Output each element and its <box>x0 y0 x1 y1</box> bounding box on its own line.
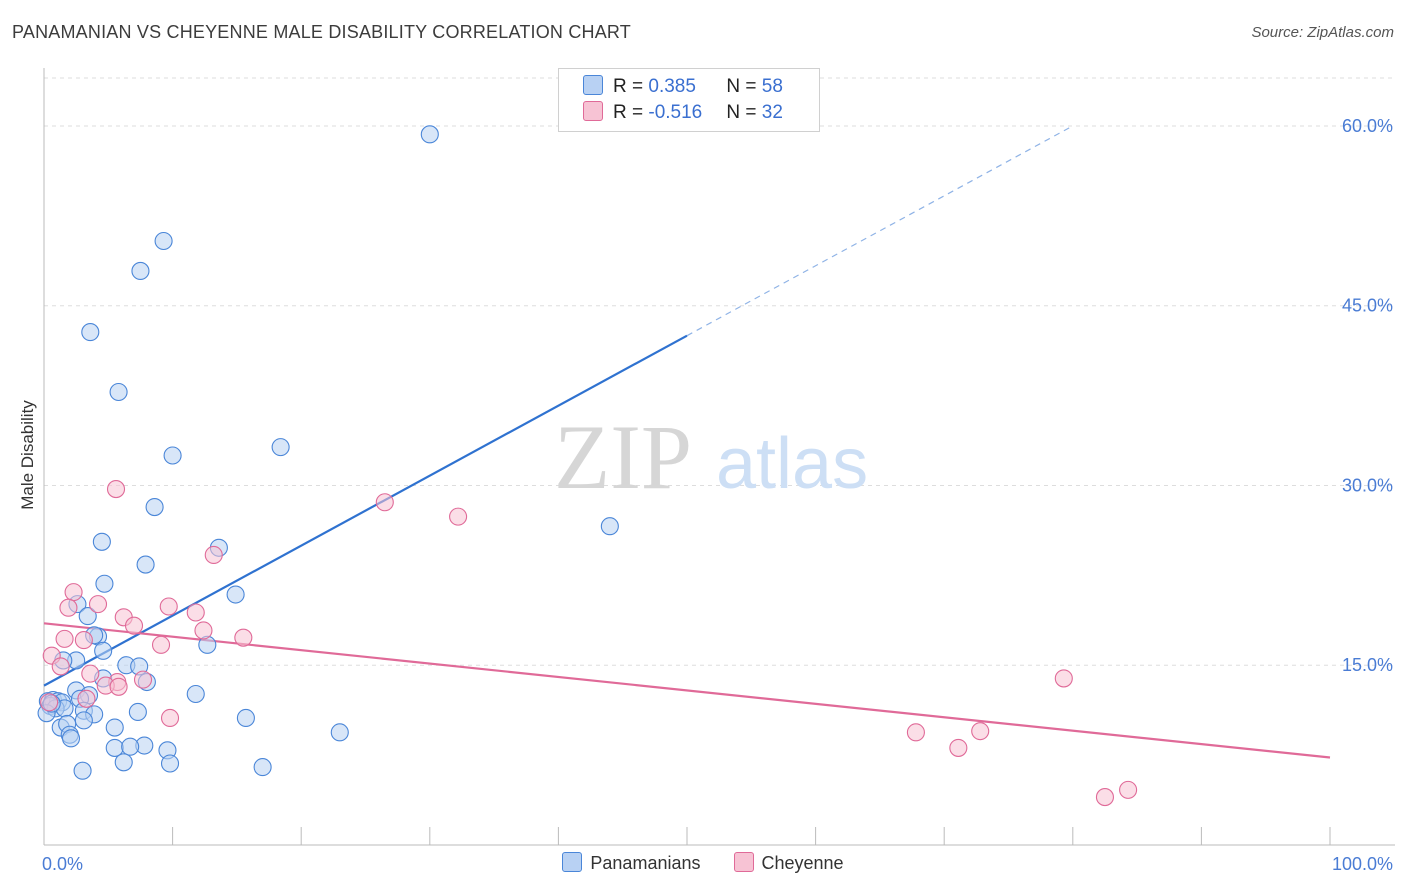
point-panamanians <box>145 497 164 517</box>
point-cheyenne <box>375 493 394 512</box>
point-panamanians <box>121 737 140 756</box>
legend-r-value: -0.516 <box>648 102 703 123</box>
trend-line-panamanians-extension <box>686 125 1074 337</box>
bottom-legend-label: Cheyenne <box>761 853 844 873</box>
point-cheyenne <box>81 664 100 683</box>
trend-line-panamanians <box>43 334 688 687</box>
axes <box>43 68 1395 846</box>
tick-labels: 15.0% 30.0% 45.0% 60.0% 0.0% 100.0% <box>42 116 1393 874</box>
legend-row-cheyenne: R = -0.516 N = 32 <box>583 101 783 127</box>
point-panamanians <box>131 261 150 280</box>
trend-line-cheyenne <box>43 622 1331 759</box>
legend-swatch-pink <box>583 101 603 121</box>
point-panamanians <box>160 754 180 773</box>
point-cheyenne <box>160 708 180 728</box>
point-panamanians <box>236 708 255 728</box>
y-tick-label: 60.0% <box>1342 116 1393 136</box>
point-panamanians <box>226 585 245 604</box>
point-cheyenne <box>906 723 925 742</box>
y-tick-label: 45.0% <box>1342 296 1393 316</box>
legend-n-label: N = <box>726 76 762 97</box>
point-cheyenne <box>109 677 128 696</box>
bottom-legend: Panamanians Cheyenne <box>0 852 1406 874</box>
x-tick-label: 0.0% <box>42 854 83 874</box>
point-cheyenne <box>74 631 93 650</box>
point-cheyenne <box>971 722 990 741</box>
point-cheyenne <box>234 628 253 647</box>
legend-r-value: 0.385 <box>648 76 696 97</box>
legend-n-label: N = <box>726 102 762 123</box>
point-panamanians <box>61 729 81 748</box>
source-label: Source: ZipAtlas.com <box>1251 24 1394 41</box>
point-cheyenne <box>133 670 153 689</box>
point-panamanians <box>330 723 349 742</box>
legend-swatch-blue <box>583 75 603 95</box>
legend-r-label: R = <box>613 76 649 97</box>
point-panamanians <box>271 438 290 457</box>
watermark-zip: ZIP <box>554 406 692 508</box>
point-panamanians <box>154 231 173 251</box>
point-panamanians <box>74 711 93 730</box>
bottom-legend-cheyenne: Cheyenne <box>733 852 844 874</box>
point-cheyenne <box>1119 780 1138 799</box>
point-cheyenne <box>194 621 213 640</box>
point-panamanians <box>78 607 97 626</box>
point-panamanians <box>600 517 619 536</box>
trend-lines <box>43 125 1331 759</box>
legend-row-panamanians: R = 0.385 N = 58 <box>583 75 783 101</box>
point-cheyenne <box>186 603 205 622</box>
legend-n-value: 32 <box>761 102 783 123</box>
grid-lines <box>44 77 1395 666</box>
point-panamanians <box>81 323 100 342</box>
point-cheyenne <box>77 689 96 708</box>
point-cheyenne <box>106 480 126 499</box>
legend: R = 0.385 N = 58 R = -0.516 N = 32 <box>558 68 820 132</box>
bottom-legend-label: Panamanians <box>590 853 701 873</box>
point-cheyenne <box>124 616 144 635</box>
point-panamanians <box>163 446 182 465</box>
point-cheyenne <box>204 545 223 565</box>
point-cheyenne <box>151 635 171 654</box>
point-panamanians <box>92 532 111 551</box>
legend-n-value: 58 <box>761 76 783 97</box>
point-panamanians <box>186 684 205 704</box>
point-cheyenne <box>64 583 83 602</box>
point-cheyenne <box>949 738 968 757</box>
bottom-legend-swatch-blue <box>562 852 583 872</box>
point-panamanians <box>94 641 113 660</box>
point-panamanians <box>73 761 92 780</box>
bottom-legend-swatch-pink <box>733 852 754 872</box>
point-panamanians <box>420 125 439 144</box>
bottom-legend-panamanians: Panamanians <box>562 852 700 874</box>
point-cheyenne <box>449 507 468 526</box>
y-tick-label: 30.0% <box>1342 475 1393 495</box>
point-panamanians <box>114 753 133 772</box>
data-points <box>37 125 1138 807</box>
point-cheyenne <box>51 657 70 676</box>
point-panamanians <box>105 718 124 737</box>
point-cheyenne <box>40 693 59 712</box>
x-tick-label: 100.0% <box>1332 854 1393 874</box>
point-cheyenne <box>59 598 78 617</box>
legend-r-label: R = <box>613 102 649 123</box>
point-panamanians <box>95 574 114 593</box>
point-panamanians <box>109 382 128 402</box>
point-panamanians <box>128 702 147 722</box>
point-cheyenne <box>1054 669 1073 688</box>
point-cheyenne <box>55 629 74 648</box>
watermark-atlas: atlas <box>716 424 868 504</box>
chart-title: PANAMANIAN VS CHEYENNE MALE DISABILITY C… <box>12 22 631 42</box>
watermark: ZIP atlas <box>554 406 868 508</box>
point-cheyenne <box>88 595 108 614</box>
point-cheyenne <box>159 597 178 616</box>
y-tick-label: 15.0% <box>1342 655 1393 675</box>
point-cheyenne <box>1095 788 1114 807</box>
point-panamanians <box>253 758 272 777</box>
point-panamanians <box>136 555 155 574</box>
